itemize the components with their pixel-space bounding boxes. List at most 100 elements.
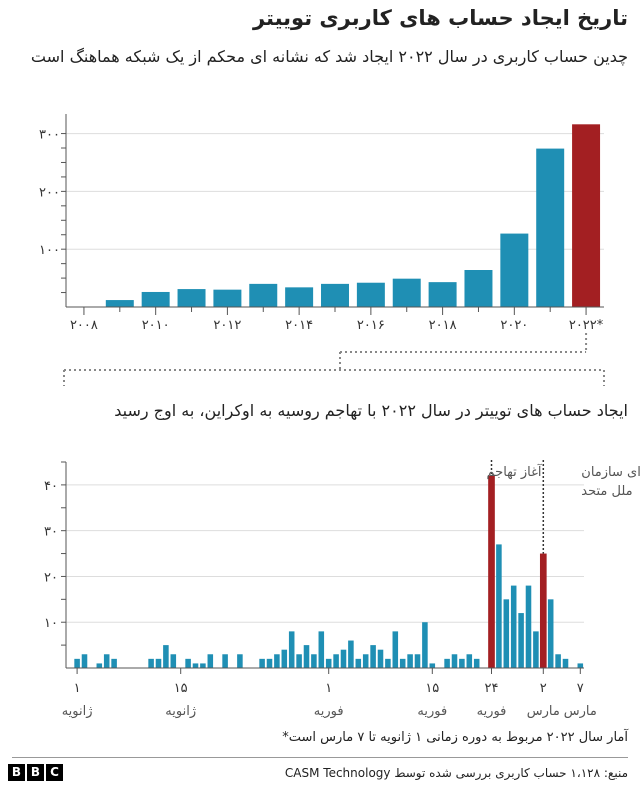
bar xyxy=(525,585,532,668)
bar xyxy=(355,658,362,668)
bar xyxy=(103,654,110,668)
bar xyxy=(325,658,332,668)
annotation-label: آغاز تهاجم xyxy=(487,463,543,480)
bar xyxy=(459,658,465,668)
bar xyxy=(163,645,169,668)
bar xyxy=(318,631,325,668)
bar xyxy=(141,291,170,307)
bbc-logo-letter: B xyxy=(8,764,25,781)
x-tick-label: ۲۰۲۰ xyxy=(500,318,528,333)
x-tick-label: ۲ xyxy=(540,681,547,696)
bar xyxy=(111,658,117,668)
bar xyxy=(266,658,273,668)
annotation-label: رای سازمان ملل متحد xyxy=(581,465,640,499)
bar xyxy=(555,654,561,668)
bar xyxy=(321,283,349,307)
footer-divider xyxy=(12,757,628,758)
bar xyxy=(340,649,347,668)
bar xyxy=(356,282,385,307)
x-tick-label: ۲۰۰۸ xyxy=(70,318,98,333)
x-tick-month: مارس xyxy=(564,704,597,719)
bar xyxy=(533,631,539,668)
bar xyxy=(170,654,177,668)
x-tick-label: ۲۰۱۶ xyxy=(357,318,385,333)
bar xyxy=(464,270,493,307)
bar xyxy=(348,640,354,668)
bar xyxy=(429,663,436,668)
bar xyxy=(562,658,569,668)
bar xyxy=(496,544,502,668)
x-tick-label: ۷ xyxy=(577,681,584,696)
bar xyxy=(288,631,295,668)
bar xyxy=(399,658,406,668)
bar xyxy=(259,658,265,668)
bar xyxy=(422,622,428,668)
y-tick-label: ۲۰ xyxy=(44,570,58,585)
bar xyxy=(74,658,80,668)
bar xyxy=(385,658,391,668)
bar xyxy=(333,654,339,668)
x-tick-label: ۲۰۱۰ xyxy=(142,318,170,333)
source-note: منبع: ۱،۱۲۸ حساب کاربری بررسی شده توسط C… xyxy=(284,766,628,780)
yearly-accounts-chart: ۱۰۰ ۲۰۰ ۳۰۰ ۲۰۰۸ ۲۰۱۰ ۲۰۱۲ ۲۰۱۴ ۲۰۱۶ ۲۰۱۸ ۲۰۲۰ ۲۰۲… xyxy=(39,114,605,386)
y-tick-label: ۲۰۰ xyxy=(39,185,60,200)
bar xyxy=(200,663,206,668)
bar xyxy=(96,663,103,668)
bbc-logo: B B C xyxy=(8,764,63,781)
x-tick-label: ۱ xyxy=(325,681,332,696)
bar xyxy=(281,649,288,668)
y-tick-label: ۱۰ xyxy=(44,616,58,631)
bar xyxy=(285,287,314,307)
bar xyxy=(444,658,450,668)
bar xyxy=(488,475,495,668)
daily-accounts-chart: ۱۰ ۲۰ ۳۰ ۴۰ آغاز تهاجم رای سازمان ملل متحد ۱ ژان… xyxy=(44,460,640,719)
bar xyxy=(577,663,584,668)
chart-subtitle-daily: ایجاد حساب های توییتر در سال ۲۰۲۲ با تها… xyxy=(114,401,628,420)
x-tick-label: ۲۴ xyxy=(485,681,499,696)
bar xyxy=(392,278,421,307)
x-tick-month: فوریه xyxy=(314,704,344,719)
bar xyxy=(572,124,601,307)
annotation-line-text: رای سازمان xyxy=(581,465,640,480)
bar xyxy=(503,599,510,668)
bar xyxy=(303,645,310,668)
bar xyxy=(473,658,480,668)
x-tick-label: ۱ xyxy=(74,681,81,696)
bbc-logo-letter: C xyxy=(46,764,63,781)
bar xyxy=(148,658,154,668)
x-tick-label: ۱۵ xyxy=(174,681,188,696)
y-tick-label: ۳۰۰ xyxy=(39,128,60,143)
bar xyxy=(536,148,565,307)
bar xyxy=(185,658,191,668)
x-tick-month: فوریه xyxy=(477,704,507,719)
chart-subtitle-yearly: چدین حساب کاربری در سال ۲۰۲۲ ایجاد شد که… xyxy=(30,47,628,66)
annotation-line-text: ملل متحد xyxy=(581,484,632,499)
bar xyxy=(466,654,473,668)
bar xyxy=(539,553,547,668)
y-tick-label: ۴۰ xyxy=(44,479,58,494)
bar xyxy=(547,599,554,668)
bar xyxy=(105,300,134,307)
bar xyxy=(451,654,458,668)
annotation-line-text: آغاز تهاجم xyxy=(487,463,543,480)
bar xyxy=(510,585,517,668)
bar xyxy=(207,654,214,668)
bar xyxy=(237,654,243,668)
footnote: آمار سال ۲۰۲۲ مربوط به دوره زمانی ۱ ژانو… xyxy=(282,730,628,745)
bar xyxy=(311,654,317,668)
bar xyxy=(155,658,162,668)
bar xyxy=(428,282,457,307)
bar xyxy=(370,645,376,668)
bar xyxy=(296,654,302,668)
y-tick-label: ۳۰ xyxy=(44,525,58,540)
bar xyxy=(177,289,206,307)
chart-title: تاریخ ایجاد حساب های کاربری توییتر xyxy=(252,6,628,30)
x-tick-month: مارس xyxy=(527,704,560,719)
bar xyxy=(192,663,199,668)
x-tick-label: ۱۵ xyxy=(425,681,439,696)
bar xyxy=(249,283,278,307)
y-tick-label: ۱۰۰ xyxy=(39,243,60,258)
x-tick-month: ژانویه xyxy=(62,704,93,719)
bar xyxy=(500,233,529,307)
x-tick-month: ژانویه xyxy=(165,704,196,719)
